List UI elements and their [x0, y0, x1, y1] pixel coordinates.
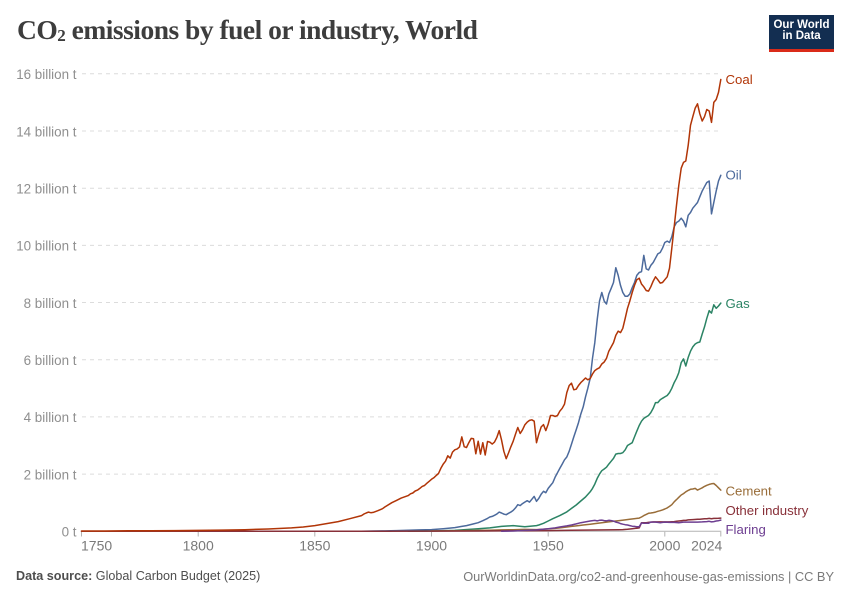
svg-text:14 billion t: 14 billion t: [16, 124, 77, 139]
svg-text:6 billion t: 6 billion t: [24, 353, 77, 368]
svg-text:2 billion t: 2 billion t: [24, 467, 77, 482]
svg-text:2024: 2024: [691, 538, 722, 554]
svg-text:1750: 1750: [81, 538, 112, 554]
svg-text:8 billion t: 8 billion t: [24, 296, 77, 311]
svg-text:0 t: 0 t: [62, 525, 77, 540]
svg-text:2000: 2000: [649, 538, 680, 554]
svg-text:Coal: Coal: [726, 72, 753, 87]
svg-text:12 billion t: 12 billion t: [16, 182, 77, 197]
svg-text:10 billion t: 10 billion t: [16, 239, 77, 254]
svg-text:1800: 1800: [183, 538, 214, 554]
svg-text:1850: 1850: [299, 538, 330, 554]
svg-text:1900: 1900: [416, 538, 447, 554]
svg-text:Cement: Cement: [726, 484, 773, 499]
svg-text:Oil: Oil: [726, 168, 742, 183]
svg-text:Flaring: Flaring: [726, 522, 766, 537]
svg-text:4 billion t: 4 billion t: [24, 410, 77, 425]
svg-text:16 billion t: 16 billion t: [16, 67, 77, 82]
svg-text:1950: 1950: [533, 538, 564, 554]
svg-text:Other industry: Other industry: [726, 503, 809, 518]
svg-text:Gas: Gas: [726, 296, 751, 311]
